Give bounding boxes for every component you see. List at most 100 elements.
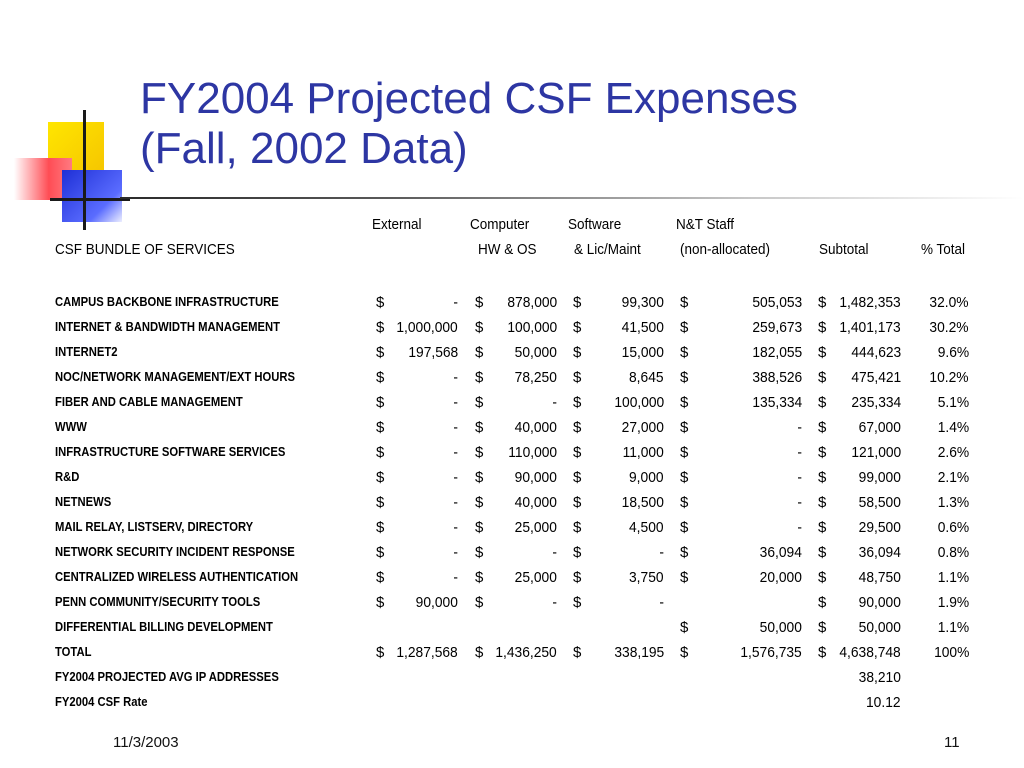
- cell-computer-value: 1,436,250: [495, 644, 557, 661]
- cell-staff-value: 135,334: [752, 394, 802, 411]
- cell-subtotal-dollar: $: [818, 369, 827, 386]
- cell-external-value: 1,000,000: [396, 319, 458, 336]
- cell-pct-total: 0.8%: [937, 544, 969, 561]
- cell-pct-total: 1.1%: [937, 619, 969, 636]
- cell-subtotal-value: 50,000: [858, 619, 901, 636]
- cell-staff-dollar: $: [680, 519, 689, 536]
- row-label: FY2004 PROJECTED AVG IP ADDRESSES: [55, 670, 279, 684]
- cell-external-value: -: [453, 469, 458, 486]
- slide-page-number: 11: [944, 734, 960, 751]
- cell-external-dollar: $: [376, 369, 385, 386]
- cell-external-dollar: $: [376, 544, 385, 561]
- cell-external-dollar: $: [376, 444, 385, 461]
- row-label: INTERNET2: [55, 345, 118, 359]
- cell-pct-total: 0.6%: [937, 519, 969, 536]
- header-software: Software: [568, 216, 622, 233]
- row-label: CENTRALIZED WIRELESS AUTHENTICATION: [55, 570, 299, 584]
- logo-vertical-line: [83, 110, 86, 230]
- cell-computer-dollar: $: [475, 544, 484, 561]
- logo-blue-square: [62, 170, 122, 222]
- cell-software-value: 15,000: [621, 344, 664, 361]
- cell-software-dollar: $: [573, 594, 582, 611]
- cell-software-dollar: $: [573, 294, 582, 311]
- cell-computer-value: 40,000: [514, 494, 557, 511]
- cell-software-dollar: $: [573, 469, 582, 486]
- cell-subtotal-dollar: $: [818, 594, 827, 611]
- cell-pct-total: 5.1%: [937, 394, 969, 411]
- cell-staff-dollar: $: [680, 344, 689, 361]
- row-label: NETNEWS: [55, 495, 112, 509]
- cell-external-value: -: [453, 494, 458, 511]
- cell-software-value: 338,195: [614, 644, 664, 661]
- cell-software-value: 99,300: [621, 294, 664, 311]
- cell-external-dollar: $: [376, 644, 385, 661]
- cell-external-value: -: [453, 394, 458, 411]
- cell-subtotal-dollar: $: [818, 444, 827, 461]
- cell-staff-dollar: $: [680, 469, 689, 486]
- cell-subtotal-dollar: $: [818, 544, 827, 561]
- cell-staff-dollar: $: [680, 419, 689, 436]
- cell-computer-value: 40,000: [514, 419, 557, 436]
- cell-software-value: 18,500: [621, 494, 664, 511]
- cell-pct-total: 10.2%: [929, 369, 969, 386]
- cell-staff-value: 1,576,735: [740, 644, 802, 661]
- cell-subtotal-dollar: $: [818, 494, 827, 511]
- cell-staff-dollar: $: [680, 544, 689, 561]
- cell-pct-total: 1.4%: [937, 419, 969, 436]
- cell-computer-dollar: $: [475, 569, 484, 586]
- cell-software-dollar: $: [573, 344, 582, 361]
- cell-computer-dollar: $: [475, 444, 484, 461]
- row-label: R&D: [55, 470, 80, 484]
- cell-subtotal-value: 1,401,173: [839, 319, 901, 336]
- cell-pct-total: 30.2%: [929, 319, 969, 336]
- cell-external-dollar: $: [376, 344, 385, 361]
- cell-software-value: 4,500: [629, 519, 664, 536]
- cell-external-dollar: $: [376, 469, 385, 486]
- cell-pct-total: 1.3%: [937, 494, 969, 511]
- cell-subtotal-dollar: $: [818, 344, 827, 361]
- cell-computer-dollar: $: [475, 319, 484, 336]
- cell-computer-value: 110,000: [508, 444, 557, 461]
- cell-subtotal-value: 99,000: [858, 469, 901, 486]
- cell-subtotal-dollar: $: [818, 619, 827, 636]
- cell-software-dollar: $: [573, 519, 582, 536]
- cell-subtotal-value: 475,421: [851, 369, 901, 386]
- cell-staff-value: -: [797, 519, 802, 536]
- cell-pct-total: 2.6%: [937, 444, 969, 461]
- cell-pct-total: 9.6%: [937, 344, 969, 361]
- slide-title-line-2: (Fall, 2002 Data): [140, 124, 468, 173]
- cell-subtotal-dollar: $: [818, 569, 827, 586]
- cell-external-dollar: $: [376, 494, 385, 511]
- cell-external-value: -: [453, 294, 458, 311]
- row-label: FIBER AND CABLE MANAGEMENT: [55, 395, 243, 409]
- cell-pct-total: 1.1%: [937, 569, 969, 586]
- cell-software-value: -: [659, 544, 664, 561]
- cell-staff-value: -: [797, 469, 802, 486]
- cell-staff-value: -: [797, 494, 802, 511]
- cell-staff-value: 182,055: [752, 344, 802, 361]
- cell-subtotal-dollar: $: [818, 419, 827, 436]
- cell-software-dollar: $: [573, 644, 582, 661]
- cell-computer-value: 878,000: [507, 294, 557, 311]
- slide-title-line-1: FY2004 Projected CSF Expenses: [140, 74, 798, 123]
- cell-pct-total: 1.9%: [937, 594, 969, 611]
- cell-subtotal-value: 67,000: [858, 419, 901, 436]
- cell-external-value: -: [453, 569, 458, 586]
- cell-software-value: -: [659, 594, 664, 611]
- cell-software-value: 41,500: [621, 319, 664, 336]
- cell-staff-dollar: $: [680, 294, 689, 311]
- cell-subtotal-dollar: $: [818, 319, 827, 336]
- row-label: INFRASTRUCTURE SOFTWARE SERVICES: [55, 445, 286, 459]
- cell-external-dollar: $: [376, 519, 385, 536]
- cell-subtotal-dollar: $: [818, 519, 827, 536]
- cell-computer-value: 25,000: [514, 519, 557, 536]
- cell-external-value: 197,568: [408, 344, 458, 361]
- header-pct-total: % Total: [921, 241, 966, 258]
- row-label: FY2004 CSF Rate: [55, 695, 148, 709]
- cell-subtotal-value: 90,000: [858, 594, 901, 611]
- cell-staff-value: -: [797, 444, 802, 461]
- logo-horizontal-line: [50, 198, 130, 201]
- cell-subtotal-value: 235,334: [851, 394, 901, 411]
- cell-computer-value: 25,000: [514, 569, 557, 586]
- cell-software-dollar: $: [573, 544, 582, 561]
